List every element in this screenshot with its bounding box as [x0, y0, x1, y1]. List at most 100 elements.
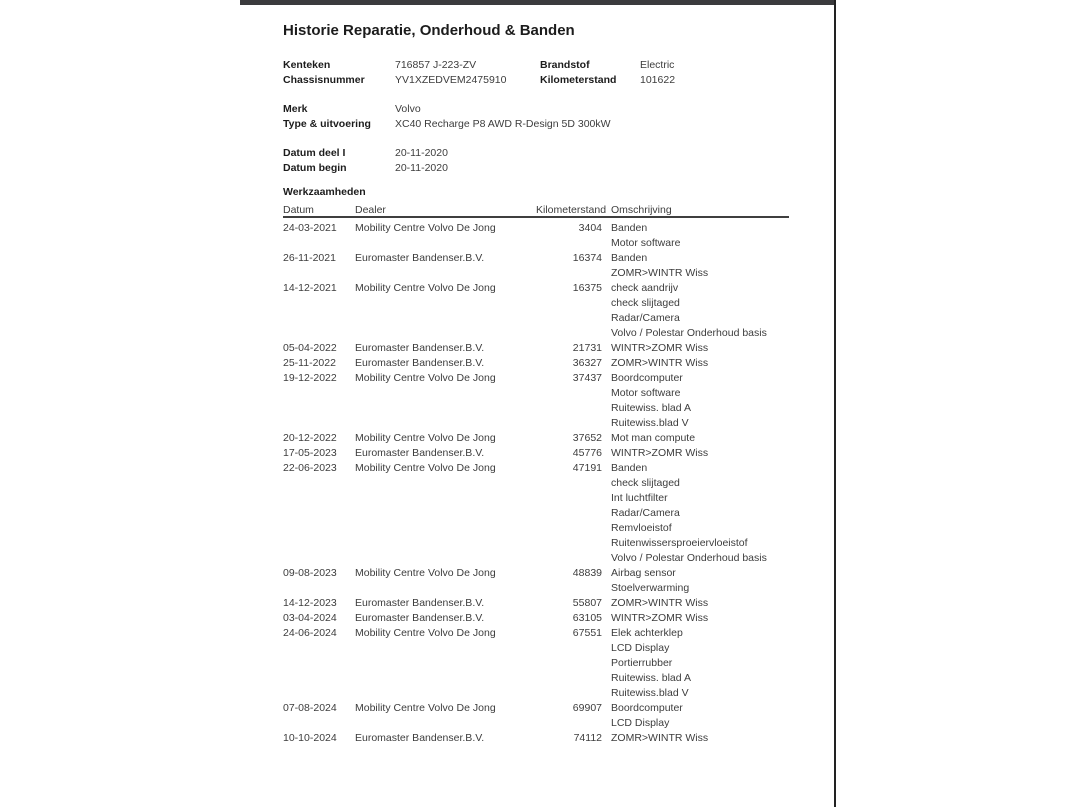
omschrijving-line: Motor software — [611, 237, 681, 249]
row-kilometerstand: 55807 — [572, 597, 602, 609]
omschrijving-line: Boordcomputer — [611, 372, 683, 384]
table-row: 14-12-2023 Euromaster Bandenser.B.V. 558… — [283, 596, 789, 611]
row-omschrijving: ZOMR>WINTR Wiss — [602, 596, 789, 611]
omschrijving-line: ZOMR>WINTR Wiss — [611, 597, 709, 609]
table-row: 19-12-2022 Mobility Centre Volvo De Jong… — [283, 371, 789, 431]
row-dealer: Euromaster Bandenser.B.V. — [355, 732, 485, 744]
row-datum: 14-12-2021 — [283, 282, 337, 294]
datum-deel-value: 20-11-2020 — [395, 147, 448, 159]
omschrijving-line: Mot man compute — [611, 432, 696, 444]
row-kilometerstand: 36327 — [572, 357, 602, 369]
table-row: 22-06-2023 Mobility Centre Volvo De Jong… — [283, 461, 789, 566]
row-kilometerstand: 63105 — [572, 612, 602, 624]
row-kilometerstand: 21731 — [572, 342, 602, 354]
row-kilometerstand: 3404 — [578, 222, 602, 234]
row-dealer: Euromaster Bandenser.B.V. — [355, 447, 485, 459]
row-datum: 20-12-2022 — [283, 432, 337, 444]
omschrijving-line: Int luchtfilter — [611, 492, 668, 504]
row-omschrijving: Boordcomputer Motor software Ruitewiss. bl… — [602, 371, 789, 431]
kenteken-value: 716857 J-223-ZV — [395, 59, 477, 71]
table-row: 24-06-2024 Mobility Centre Volvo De Jong… — [283, 626, 789, 701]
row-omschrijving: Banden ZOMR>WINTR Wiss — [602, 251, 789, 281]
datum-begin-value: 20-11-2020 — [395, 162, 448, 174]
row-dealer: Mobility Centre Volvo De Jong — [355, 627, 496, 639]
work-history-table: 24-03-2021 Mobility Centre Volvo De Jong… — [283, 221, 789, 746]
row-dealer: Euromaster Bandenser.B.V. — [355, 612, 485, 624]
row-kilometerstand: 48839 — [572, 567, 602, 579]
omschrijving-line: Boordcomputer — [611, 702, 683, 714]
datum-begin-label: Datum begin — [283, 162, 347, 174]
table-row: 09-08-2023 Mobility Centre Volvo De Jong… — [283, 566, 789, 596]
table-row: 17-05-2023 Euromaster Bandenser.B.V. 457… — [283, 446, 789, 461]
row-datum: 19-12-2022 — [283, 372, 337, 384]
omschrijving-line: Ruitewiss.blad V — [611, 687, 689, 699]
omschrijving-line: Ruitewiss. blad A — [611, 672, 691, 684]
kenteken-label: Kenteken — [283, 59, 331, 71]
omschrijving-line: LCD Display — [611, 642, 670, 654]
table-header: Datum Dealer Kilometerstand Omschrijving — [283, 203, 789, 218]
table-row: 07-08-2024 Mobility Centre Volvo De Jong… — [283, 701, 789, 731]
omschrijving-line: Ruitewiss.blad V — [611, 417, 689, 429]
omschrijving-line: WINTR>ZOMR Wiss — [611, 612, 709, 624]
kilometerstand-label: Kilometerstand — [540, 74, 617, 86]
row-dealer: Mobility Centre Volvo De Jong — [355, 462, 496, 474]
table-row: 14-12-2021 Mobility Centre Volvo De Jong… — [283, 281, 789, 341]
table-row: 20-12-2022 Mobility Centre Volvo De Jong… — [283, 431, 789, 446]
row-kilometerstand: 37437 — [572, 372, 602, 384]
table-row: 24-03-2021 Mobility Centre Volvo De Jong… — [283, 221, 789, 251]
omschrijving-line: Stoelverwarming — [611, 582, 690, 594]
column-header-dealer: Dealer — [355, 204, 386, 216]
row-datum: 09-08-2023 — [283, 567, 337, 579]
row-datum: 14-12-2023 — [283, 597, 337, 609]
omschrijving-line: Volvo / Polestar Onderhoud basis — [611, 552, 767, 564]
row-datum: 07-08-2024 — [283, 702, 337, 714]
page-top-border — [240, 0, 835, 5]
row-datum: 24-06-2024 — [283, 627, 337, 639]
row-omschrijving: ZOMR>WINTR Wiss — [602, 731, 789, 746]
row-dealer: Euromaster Bandenser.B.V. — [355, 342, 485, 354]
row-datum: 26-11-2021 — [283, 252, 336, 264]
row-kilometerstand: 67551 — [572, 627, 602, 639]
row-dealer: Euromaster Bandenser.B.V. — [355, 597, 485, 609]
column-header-kilometerstand: Kilometerstand — [536, 204, 607, 216]
omschrijving-line: check aandrijv — [611, 282, 679, 294]
omschrijving-line: Banden — [611, 222, 648, 234]
row-datum: 05-04-2022 — [283, 342, 337, 354]
omschrijving-line: Volvo / Polestar Onderhoud basis — [611, 327, 767, 339]
row-kilometerstand: 16375 — [572, 282, 602, 294]
omschrijving-line: Motor software — [611, 387, 681, 399]
merk-value: Volvo — [395, 103, 421, 115]
row-omschrijving: Banden check slijtaged Int luchtfilter Rada… — [602, 461, 789, 566]
page-title: Historie Reparatie, Onderhoud & Banden — [283, 22, 575, 39]
omschrijving-line: ZOMR>WINTR Wiss — [611, 357, 709, 369]
chassisnummer-value: YV1XZEDVEM2475910 — [395, 74, 507, 86]
omschrijving-line: Banden — [611, 252, 648, 264]
row-kilometerstand: 47191 — [572, 462, 602, 474]
datum-deel-label: Datum deel I — [283, 147, 346, 159]
row-kilometerstand: 16374 — [572, 252, 602, 264]
type-value: XC40 Recharge P8 AWD R-Design 5D 300kW — [395, 118, 611, 130]
row-omschrijving: check aandrijv check slijtaged Radar/Camer… — [602, 281, 789, 341]
omschrijving-line: Radar/Camera — [611, 507, 680, 519]
row-omschrijving: Boordcomputer LCD Display — [602, 701, 789, 731]
table-row: 10-10-2024 Euromaster Bandenser.B.V. 741… — [283, 731, 789, 746]
omschrijving-line: Ruitenwissersproeiervloeistof — [611, 537, 748, 549]
omschrijving-line: Elek achterklep — [611, 627, 683, 639]
table-row: 05-04-2022 Euromaster Bandenser.B.V. 217… — [283, 341, 789, 356]
omschrijving-line: Radar/Camera — [611, 312, 680, 324]
omschrijving-line: check slijtaged — [611, 297, 680, 309]
row-datum: 10-10-2024 — [283, 732, 337, 744]
row-kilometerstand: 45776 — [572, 447, 602, 459]
row-dealer: Mobility Centre Volvo De Jong — [355, 567, 496, 579]
row-kilometerstand: 69907 — [572, 702, 602, 714]
table-row: 25-11-2022 Euromaster Bandenser.B.V. 363… — [283, 356, 789, 371]
row-kilometerstand: 74112 — [573, 732, 602, 744]
row-kilometerstand: 37652 — [572, 432, 602, 444]
omschrijving-line: ZOMR>WINTR Wiss — [611, 732, 709, 744]
row-dealer: Euromaster Bandenser.B.V. — [355, 357, 485, 369]
row-omschrijving: Airbag sensor Stoelverwarming — [602, 566, 789, 596]
row-datum: 24-03-2021 — [283, 222, 337, 234]
column-header-datum: Datum — [283, 204, 314, 216]
table-row: 03-04-2024 Euromaster Bandenser.B.V. 631… — [283, 611, 789, 626]
